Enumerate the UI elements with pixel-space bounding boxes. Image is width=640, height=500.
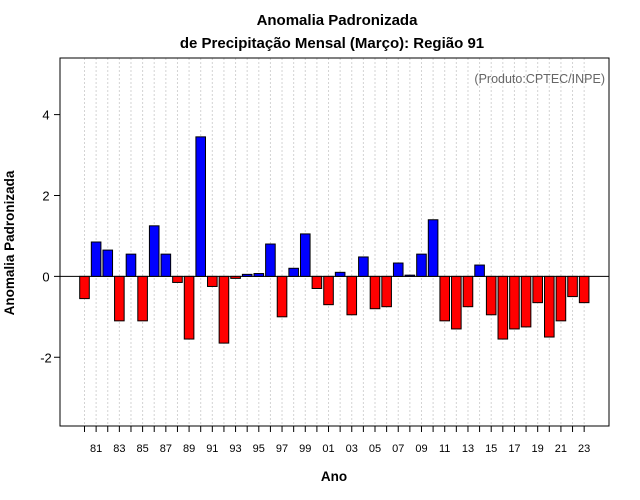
bar-2022 [567,275,578,298]
source-label: (Produto:CPTEC/INPE) [474,72,605,86]
x-tick-label: 07 [392,443,404,455]
bar-1981 [90,241,102,277]
bar-1987 [160,253,172,277]
y-tick-label: -2 [40,350,52,365]
bar-2020 [544,275,555,338]
bar-2006 [381,275,392,308]
bar-2013 [462,275,474,308]
bar-2008 [404,274,416,277]
y-axis-title: Anomalia Padronizada [2,170,17,315]
bar-2015 [485,275,497,316]
bar-1994 [241,273,253,277]
x-tick-label: 97 [276,443,288,455]
bar-2004 [358,256,369,277]
bar-1992 [218,275,230,344]
y-tick-label: 4 [42,108,49,123]
bar-1988 [172,275,183,283]
x-tick-label: 03 [346,443,358,455]
x-tick-label: 85 [136,443,148,455]
bar-1993 [230,275,241,279]
bar-1986 [148,225,160,277]
chart-title-line1: Anomalia Padronizada [257,12,419,29]
y-axis: -2 0 2 4 [40,108,60,365]
x-axis: 81 83 85 87 89 91 93 95 97 99 01 03 05 07 09 11 13 15 17 19… [84,426,590,455]
x-tick-label: 83 [113,443,125,455]
x-tick-label: 95 [253,443,265,455]
bar-2018 [520,275,532,328]
bar-1995 [253,273,265,277]
bar-2003 [346,275,358,316]
x-tick-label: 23 [578,443,590,455]
x-tick-label: 87 [160,443,172,455]
chart-title-line2: de Precipitação Mensal (Março): Região 9… [180,35,484,52]
bar-2019 [532,275,543,304]
bar-1985 [137,275,148,322]
y-tick-label: 0 [42,269,49,284]
x-tick-label: 09 [415,443,427,455]
bar-2010 [427,219,439,277]
x-tick-label: 81 [90,443,102,455]
bar-2014 [474,264,485,277]
x-tick-label: 89 [183,443,195,455]
x-tick-label: 13 [462,443,474,455]
bar-1989 [183,275,195,340]
plot-frame [59,57,610,427]
bar-2016 [497,275,509,340]
bar-1984 [125,253,137,277]
y-tick-label: 2 [42,188,49,203]
bar-2009 [416,253,427,277]
bar-1999 [299,233,311,277]
x-tick-label: 11 [439,443,450,455]
bar-2021 [555,275,567,322]
bar-2000 [311,275,323,289]
bar-1998 [288,267,299,277]
bar-2005 [369,275,381,310]
bar-1982 [102,249,114,277]
x-tick-label: 91 [206,443,218,455]
bar-2011 [439,275,451,322]
bar-2023 [578,275,590,304]
bar-1983 [114,275,125,322]
bar-2002 [334,271,346,277]
x-tick-label: 99 [299,443,311,455]
x-tick-label: 17 [508,443,520,455]
x-tick-label: 15 [485,443,497,455]
bar-1997 [276,275,288,318]
bar-2001 [323,275,334,306]
bar-2007 [392,262,404,277]
x-tick-label: 93 [229,443,241,455]
bar-1991 [207,275,218,287]
x-axis-title: Ano [321,469,347,484]
x-tick-label: 05 [369,443,381,455]
bar-1980 [79,275,90,300]
x-tick-label: 19 [532,443,544,455]
x-tick-label: 01 [322,443,334,455]
bar-1996 [265,243,276,277]
x-tick-label: 21 [555,443,567,455]
bars [79,136,590,344]
vertical-gridlines [84,58,585,426]
bar-1990 [195,136,206,277]
bar-2012 [451,275,462,330]
bar-2017 [509,275,520,330]
